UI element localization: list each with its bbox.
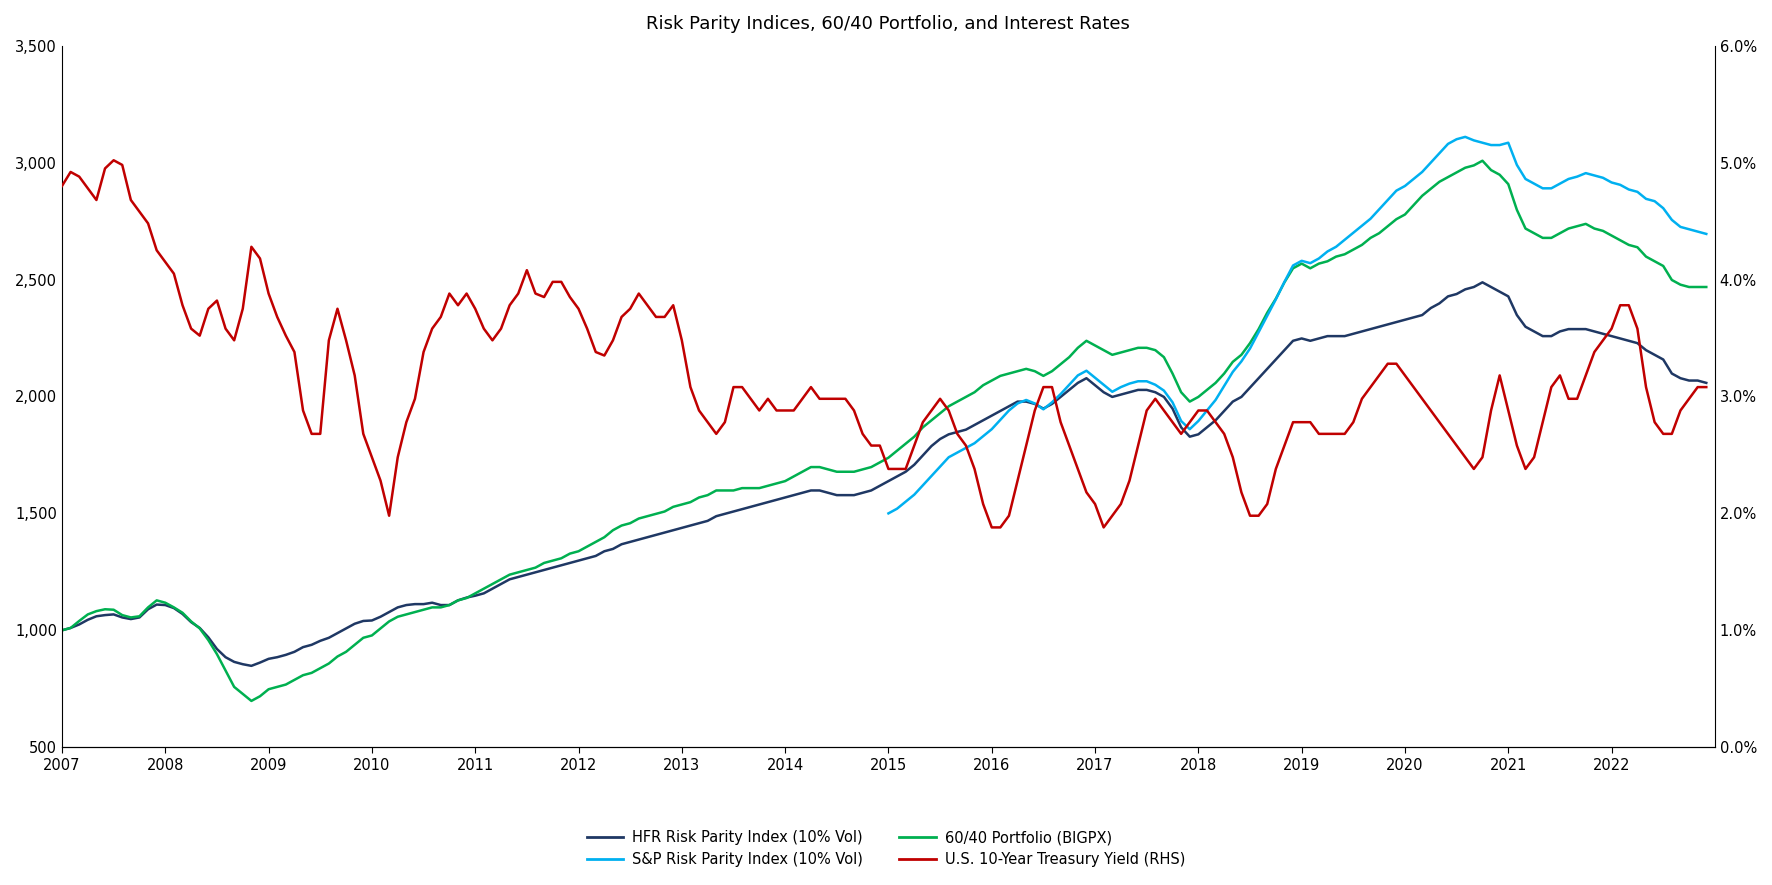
Title: Risk Parity Indices, 60/40 Portfolio, and Interest Rates: Risk Parity Indices, 60/40 Portfolio, an…: [647, 15, 1131, 33]
Legend: HFR Risk Parity Index (10% Vol), S&P Risk Parity Index (10% Vol), 60/40 Portfoli: HFR Risk Parity Index (10% Vol), S&P Ris…: [581, 824, 1191, 873]
